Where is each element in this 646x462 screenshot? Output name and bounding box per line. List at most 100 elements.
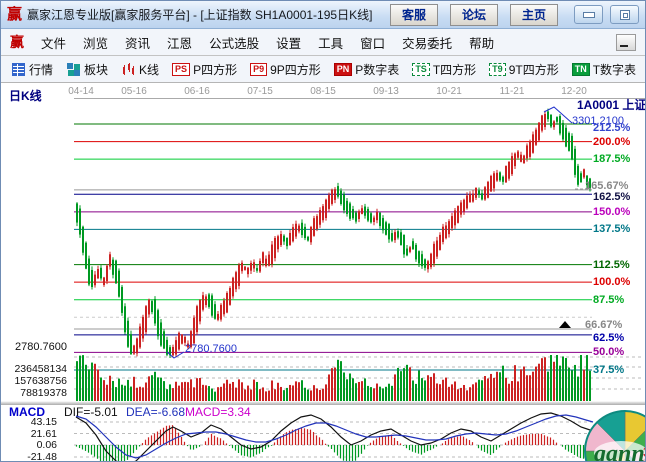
toolbar-item-tn-badge[interactable]: TN T数字表 (571, 61, 637, 78)
titlebar-button-1[interactable]: 论坛 (449, 3, 498, 26)
kline-chart-canvas[interactable]: gann3 (1, 83, 646, 462)
date-tick: 10-21 (436, 86, 462, 97)
toolbar-item-t9-badge[interactable]: T9 9T四方形 (489, 61, 559, 78)
menu-bar: 赢 文件 浏览 资讯 江恩 公式选股 设置 工具 窗口 交易委托 帮助 (1, 29, 645, 56)
minimize-icon (583, 12, 595, 18)
volume-bars (76, 355, 591, 401)
dea-line (75, 414, 594, 459)
toolbar-item-ts-badge[interactable]: TS T四方形 (412, 61, 476, 78)
window-controls (574, 5, 639, 24)
date-tick: 12-20 (561, 86, 587, 97)
macd-axis-label: 21.61 (30, 428, 57, 440)
panel-splitter[interactable] (1, 401, 645, 405)
menu-item-0[interactable]: 文件 (41, 36, 67, 51)
gann-level-label: 187.5% (593, 153, 631, 166)
toolbar-item-label: P四方形 (193, 62, 238, 77)
date-tick: 04-14 (68, 86, 94, 97)
macd-dea-value: DEA=-6.68 (126, 405, 186, 419)
chart-area[interactable]: gann3 04-14 05-16 06-16 07-15 08-15 09-13 10-2… (1, 83, 646, 462)
candles-icon (123, 62, 135, 75)
menu-item-7[interactable]: 窗口 (360, 36, 386, 51)
child-minimize-button[interactable] (616, 33, 636, 51)
gann-level-label: 150.0% (593, 205, 631, 218)
ps-badge-icon: PS (172, 62, 191, 76)
volume-axis-label: 236458134 (14, 363, 67, 375)
menu-item-1[interactable]: 浏览 (83, 36, 109, 51)
toolbar-item-label: T四方形 (432, 62, 477, 77)
menu-item-8[interactable]: 交易委托 (402, 36, 453, 51)
p9-badge-icon: P9 (250, 62, 268, 76)
t9-badge-icon: T9 (489, 62, 506, 76)
dif-line (75, 412, 594, 461)
restore-button[interactable] (610, 5, 639, 24)
macd-axis-label: 43.15 (30, 416, 57, 428)
toolbar-item-label: 9T四方形 (508, 62, 559, 77)
menu-items: 文件 浏览 资讯 江恩 公式选股 设置 工具 窗口 交易委托 帮助 (41, 33, 494, 52)
gann-level-label: 66.67% (585, 318, 623, 331)
toolbar-item-pn-badge[interactable]: PN P数字表 (333, 61, 399, 78)
volume-axis-label: 78819378 (20, 387, 67, 399)
toolbar-item-label: 9P四方形 (270, 62, 321, 77)
minimize-button[interactable] (574, 5, 603, 24)
macd-indicator-label: MACD (9, 405, 45, 419)
toolbar: 行情 板块 K线 PS P四方形 P9 9P四方形 PN P数字表 TS T四方形 T9 9T四方形 TN… (1, 56, 645, 83)
high-price-label: 3301.2100 (572, 115, 624, 127)
gann-level-label: 165.67% (585, 179, 629, 192)
gann-level-label: 50.0% (593, 346, 625, 359)
toolbar-item-blocks[interactable]: 板块 (66, 61, 108, 78)
titlebar-buttons: 客服 论坛 主页 (389, 3, 558, 26)
toolbar-item-p9-badge[interactable]: P9 9P四方形 (250, 61, 321, 78)
gann-level-label: 162.5% (593, 191, 631, 204)
gann-level-label: 62.5% (593, 331, 625, 344)
macd-dif-value: DIF=-5.01 (64, 405, 118, 419)
app-logo-icon: 赢 (7, 5, 23, 23)
macd-axis-label: 0.06 (36, 439, 57, 451)
toolbar-item-label: 板块 (84, 62, 109, 77)
gann-level-label: 37.5% (593, 363, 625, 376)
tn-badge-icon: TN (571, 62, 590, 76)
high-pointer-line (543, 106, 573, 124)
low-pointer-line (166, 351, 185, 359)
period-label: 日K线 (9, 89, 42, 103)
gann-wheel-logo: gann3 (584, 410, 646, 462)
date-tick: 08-15 (310, 86, 336, 97)
titlebar-button-0[interactable]: 客服 (389, 3, 438, 26)
marker-triangle-icon (559, 321, 571, 328)
toolbar-item-ps-badge[interactable]: PS P四方形 (172, 61, 237, 78)
toolbar-item-label: T数字表 (592, 62, 637, 77)
menu-item-4[interactable]: 公式选股 (209, 36, 260, 51)
gann-level-label: 100.0% (593, 276, 631, 289)
date-tick: 09-13 (373, 86, 399, 97)
gann-level-label: 87.5% (593, 293, 625, 306)
gann-logo-text: gann (593, 441, 645, 462)
title-bar: 赢 赢家江恩专业版[赢家服务平台] - [上证指数 SH1A0001-195日K… (1, 1, 645, 29)
toolbar-item-label: 行情 (29, 62, 54, 77)
left-axis-price-label: 2780.7600 (15, 341, 67, 353)
quotes-grid-icon (12, 62, 25, 76)
macd-axis-label: -21.48 (27, 451, 57, 462)
macd-macd-value: MACD=3.34 (185, 405, 251, 419)
toolbar-item-candles[interactable]: K线 (121, 61, 159, 78)
menu-item-9[interactable]: 帮助 (469, 36, 495, 51)
date-tick: 07-15 (247, 86, 273, 97)
gann-level-label: 200.0% (593, 135, 631, 148)
gann-level-label: 212.5% (593, 122, 631, 134)
volume-axis-label: 157638756 (14, 375, 67, 387)
menu-item-2[interactable]: 资讯 (125, 36, 151, 51)
gann-level-label: 137.5% (593, 223, 631, 236)
menu-item-5[interactable]: 设置 (276, 36, 302, 51)
titlebar-button-2[interactable]: 主页 (509, 3, 558, 26)
date-tick: 11-21 (499, 86, 525, 97)
toolbar-item-label: K线 (139, 62, 160, 77)
toolbar-item-quotes-grid[interactable]: 行情 (11, 61, 53, 78)
menu-item-6[interactable]: 工具 (318, 36, 344, 51)
low-price-label: 2780.7600 (185, 343, 237, 355)
menu-logo-icon: 赢 (10, 34, 24, 50)
symbol-label: 1A0001 上证指数 (577, 98, 646, 112)
date-tick: 05-16 (121, 86, 147, 97)
menu-item-3[interactable]: 江恩 (167, 36, 193, 51)
ts-badge-icon: TS (412, 62, 430, 76)
macd-panel (75, 412, 594, 461)
gann-logo-suffix: 3 (643, 444, 646, 461)
gann-level-label: 112.5% (593, 258, 630, 271)
